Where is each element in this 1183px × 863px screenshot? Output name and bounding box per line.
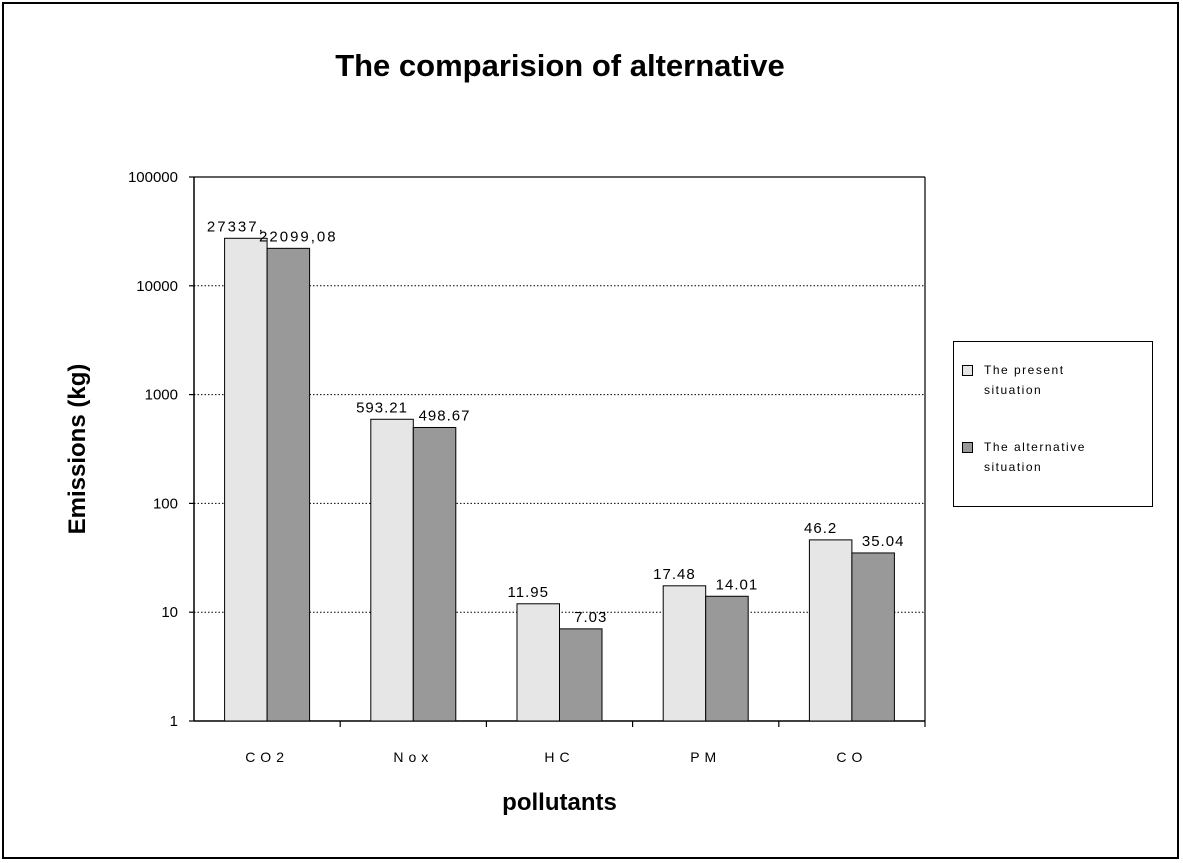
y-tick-label: 1 bbox=[170, 713, 178, 730]
data-label: 7.03 bbox=[574, 609, 607, 626]
data-label: 27337, bbox=[207, 218, 265, 235]
bar-alternative bbox=[559, 628, 603, 722]
bar-present bbox=[516, 603, 560, 722]
legend-swatch-present bbox=[962, 365, 973, 376]
legend-item-present: The present situation bbox=[962, 360, 1144, 400]
x-tick-label: CO2 bbox=[245, 749, 289, 765]
legend-label-alternative-line2: situation bbox=[984, 460, 1043, 474]
legend-label-present-line1: The present bbox=[984, 363, 1065, 377]
y-tick-label: 1000 bbox=[145, 387, 178, 404]
data-label: 14.01 bbox=[716, 576, 759, 593]
legend: The present situation The alternative si… bbox=[953, 341, 1153, 507]
bar-present bbox=[224, 237, 268, 722]
x-tick-label: PM bbox=[690, 749, 721, 765]
chart-title: The comparision of alternative bbox=[335, 48, 785, 83]
bar-alternative bbox=[412, 426, 457, 722]
y-axis-title: Emissions (kg) bbox=[64, 364, 91, 535]
x-tick-label: Nox bbox=[393, 749, 433, 765]
y-tick-label: 100 bbox=[153, 495, 178, 512]
legend-label-present-line2: situation bbox=[984, 383, 1043, 397]
x-tick-label: CO bbox=[836, 749, 867, 765]
data-label: 593.21 bbox=[356, 399, 408, 416]
bar-present bbox=[808, 539, 853, 722]
y-tick-label: 10 bbox=[161, 604, 178, 621]
legend-label-alternative-line1: The alternative bbox=[984, 440, 1086, 454]
legend-item-alternative: The alternative situation bbox=[962, 437, 1144, 477]
x-axis-title: pollutants bbox=[502, 789, 617, 816]
y-tick-label: 100000 bbox=[128, 169, 178, 186]
y-tick-label: 10000 bbox=[136, 278, 178, 295]
data-label: 35.04 bbox=[862, 533, 905, 550]
bar-alternative bbox=[705, 595, 749, 722]
data-label: 17.48 bbox=[653, 566, 696, 583]
legend-swatch-alternative bbox=[962, 442, 973, 453]
data-label: 22099,08 bbox=[259, 228, 338, 245]
data-label: 11.95 bbox=[508, 584, 549, 601]
bar-alternative bbox=[851, 552, 895, 722]
data-label: 46.2 bbox=[804, 520, 837, 537]
bar-present bbox=[370, 418, 414, 722]
x-tick-label: HC bbox=[544, 749, 574, 765]
bar-present bbox=[662, 585, 707, 722]
bar-alternative bbox=[266, 247, 311, 722]
data-label: 498.67 bbox=[419, 407, 471, 424]
